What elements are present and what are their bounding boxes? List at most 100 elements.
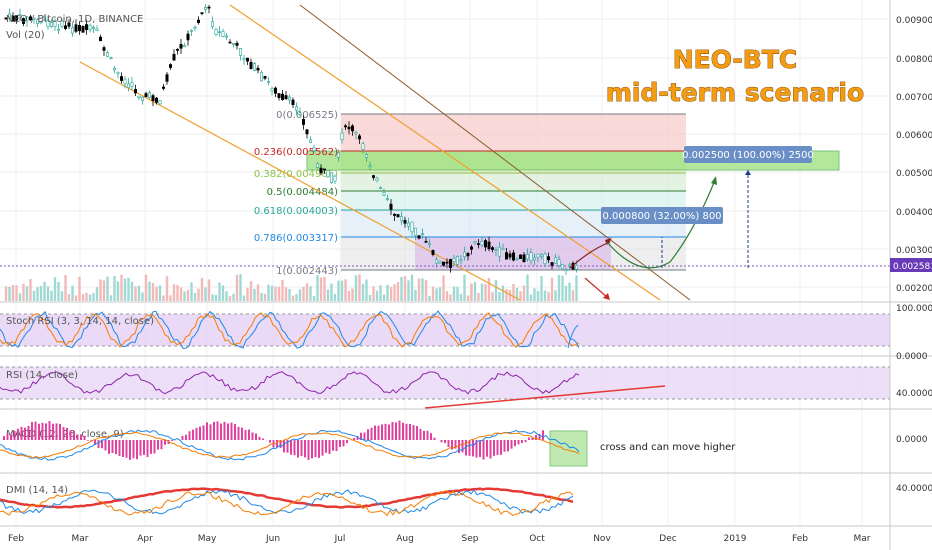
volume-bar — [60, 291, 64, 301]
volume-bar — [183, 291, 186, 301]
volume-bar — [88, 294, 92, 301]
volume-bar — [466, 295, 470, 301]
dmi-label: DMI (14, 14) — [6, 485, 68, 496]
candle-body — [106, 52, 110, 57]
candle-body — [35, 19, 39, 24]
volume-bar — [148, 281, 151, 301]
time-tick: Nov — [593, 534, 611, 544]
macd-bar — [465, 440, 467, 456]
volume-bar — [99, 279, 102, 301]
macd-bar — [472, 440, 474, 457]
volume-bar — [435, 288, 438, 301]
macd-bar — [381, 424, 383, 440]
rsi-pane: RSI (14, close) — [0, 366, 890, 409]
fib-level-0618: 0.618(0.004003) — [254, 206, 338, 217]
volume-bar — [463, 274, 466, 301]
time-tick: Jun — [265, 534, 280, 544]
candle-body — [378, 187, 382, 189]
volume-bar — [267, 284, 270, 301]
macd-bar — [374, 425, 376, 440]
candle-body — [455, 256, 459, 265]
macd-bar — [115, 440, 117, 455]
volume-bar — [50, 290, 53, 301]
candle-body — [469, 246, 473, 250]
macd-bar — [454, 440, 457, 449]
candle-body — [193, 26, 197, 29]
candle-body — [392, 213, 396, 216]
volume-bar — [340, 280, 344, 301]
macd-bar — [94, 440, 96, 445]
macd-bar — [531, 437, 534, 440]
time-tick: Mar — [854, 534, 871, 544]
volume-bar — [564, 285, 568, 301]
candle-body — [162, 86, 166, 89]
volume-bar — [389, 287, 393, 301]
macd-bar — [335, 440, 338, 452]
volume-bar — [305, 283, 309, 301]
volume-bar — [123, 278, 127, 301]
candle-body — [291, 99, 295, 106]
candle-body — [130, 82, 134, 87]
volume-bar — [533, 288, 536, 301]
volume-bar — [431, 286, 435, 301]
volume-bar — [561, 275, 564, 301]
candle-body — [508, 253, 512, 258]
volume-bar — [18, 293, 22, 301]
candle-body — [434, 259, 438, 264]
candle-body — [116, 71, 120, 74]
macd-bar — [503, 440, 506, 452]
macd-bar — [139, 440, 142, 456]
volume-bar — [53, 277, 57, 301]
volume-bar — [172, 284, 176, 301]
macd-bar — [262, 438, 264, 440]
candle-body — [242, 58, 246, 60]
candle-body — [361, 143, 365, 150]
volume-bar — [519, 291, 522, 301]
candle-body — [4, 17, 8, 20]
macd-bar — [230, 422, 233, 440]
candle-body — [382, 192, 386, 196]
volume-bar — [421, 278, 424, 301]
macd-bar — [514, 440, 516, 447]
volume-bar — [207, 279, 211, 301]
volume-bar — [568, 282, 571, 301]
candle-body — [466, 253, 470, 257]
candle-body — [56, 28, 60, 31]
volume-bar — [326, 289, 330, 301]
candle-body — [284, 95, 288, 100]
volume-bar — [137, 285, 141, 301]
volume-bar — [92, 292, 95, 301]
volume-bar — [498, 292, 501, 301]
candle-body — [417, 235, 421, 239]
volume-bar — [15, 285, 18, 301]
candle-body — [431, 250, 435, 255]
macd-bar — [269, 440, 271, 443]
volume-bar — [354, 275, 358, 301]
candle-body — [15, 15, 19, 21]
volume-bar — [130, 281, 134, 301]
volume-bar — [396, 281, 400, 301]
candle-body — [204, 7, 208, 10]
macd-bar — [34, 421, 37, 440]
candle-body — [232, 43, 236, 45]
time-tick: Mar — [72, 534, 89, 544]
volume-bar — [165, 276, 169, 301]
macd-bar — [517, 440, 520, 445]
macd-bar — [181, 435, 184, 440]
macd-bar — [318, 440, 320, 458]
volume-bar — [459, 293, 463, 301]
macd-bar — [195, 427, 198, 440]
time-axis[interactable]: Feb Mar Apr May Jun Jul Aug Sep Oct Nov Dec 2019 Feb… — [8, 534, 871, 544]
macd-bar — [10, 434, 12, 440]
candle-body — [529, 252, 533, 261]
time-tick: Jul — [334, 534, 346, 544]
volume-bar — [540, 276, 543, 301]
candle-body — [501, 248, 505, 250]
candles — [4, 4, 578, 275]
candle-body — [127, 83, 131, 88]
candle-body — [343, 125, 347, 128]
